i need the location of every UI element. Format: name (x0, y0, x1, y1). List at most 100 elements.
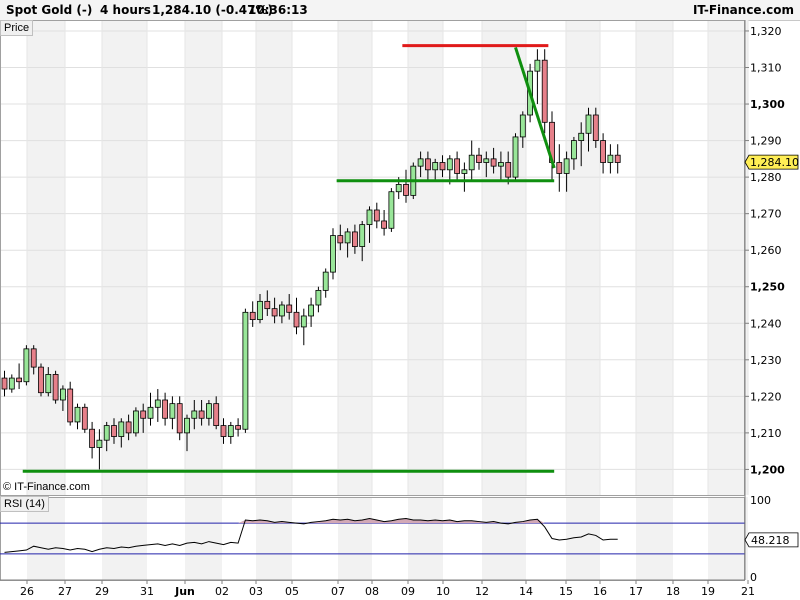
y-tick-label: 1,250 (750, 281, 785, 294)
candle-up (315, 289, 322, 306)
rsi-overbought-fill (4, 518, 618, 524)
candle-down (38, 366, 44, 394)
x-tick-label: 10 (436, 585, 450, 598)
y-tick-label: 1,320 (750, 25, 782, 38)
candle-up (432, 162, 439, 171)
rsi-tick-label: 100 (750, 494, 771, 507)
day-band (185, 497, 222, 580)
candle-down (373, 209, 380, 222)
day-band (27, 20, 65, 495)
candle-down (403, 184, 409, 196)
y-tick-label: 1,220 (750, 390, 782, 403)
candle-up (344, 231, 351, 244)
x-tick-label: 19 (701, 585, 715, 598)
y-tick-label: 1,300 (750, 98, 785, 111)
candle-down (213, 403, 220, 426)
header-bar: Spot Gold (-) 4 hours 1,284.10 (-0.47%) … (0, 0, 800, 21)
gridlines (0, 20, 749, 495)
quote-change: 1,284.10 (-0.47%) (152, 3, 273, 17)
candle-down (490, 158, 497, 167)
candle-up (519, 114, 526, 138)
candle-down (381, 220, 388, 229)
candle-down (286, 304, 293, 313)
candle-up (417, 158, 424, 167)
y-tick-label: 1,240 (750, 317, 782, 330)
rsi-plot (0, 517, 745, 555)
candle-up (154, 399, 161, 408)
candle-up (512, 136, 519, 178)
candle-down (600, 140, 606, 163)
candle-up (366, 209, 373, 226)
candle-up (585, 114, 592, 134)
trendlines (22, 44, 556, 473)
current-price-label: 1,284.10 (750, 156, 799, 169)
candle-up (257, 300, 263, 321)
x-tick-label: 15 (559, 585, 573, 598)
candle-up (395, 184, 402, 193)
candle-up (118, 421, 125, 437)
y-tick-label: 1,210 (750, 427, 782, 440)
clock: 10:36:13 (248, 3, 308, 17)
current-price-marker (744, 154, 799, 170)
candle-down (111, 425, 117, 437)
candle-up (322, 271, 329, 291)
candle-up (8, 377, 15, 390)
candle-up (227, 425, 234, 437)
y-tick-label: 1,290 (750, 135, 782, 148)
candle-down (220, 425, 227, 437)
x-tick-label: 29 (95, 585, 109, 598)
timeframe[interactable]: 4 hours (100, 3, 151, 17)
candle-up (45, 374, 52, 394)
chart-area[interactable]: 1,200 1,210 1,220 1,230 1,240 1,250 1,260 1,270… (0, 20, 800, 600)
candle-down (81, 406, 88, 430)
candle-down (614, 154, 621, 163)
candle-up (147, 406, 154, 419)
candle-up (308, 304, 315, 317)
candle-up (132, 410, 139, 434)
descending-trendline-line (514, 46, 556, 169)
candle-down (337, 235, 344, 244)
candle-up (23, 348, 30, 383)
candle-up (578, 132, 585, 141)
candle-up (330, 235, 336, 273)
candle-up (300, 315, 307, 328)
candle-down (52, 374, 59, 401)
candle-down (162, 399, 169, 419)
day-band (408, 20, 443, 495)
brand-name: IT-Finance.com (692, 3, 794, 17)
candle-up (278, 304, 285, 317)
x-tick-label: 05 (285, 585, 299, 598)
candle-down (140, 410, 147, 419)
y-tick-label: 1,230 (750, 354, 782, 367)
candle-down (67, 388, 74, 423)
candle-down (264, 300, 271, 310)
x-tick-label: 09 (401, 585, 415, 598)
rsi-line (4, 517, 618, 553)
candle-down (476, 154, 482, 163)
x-tick-label: 27 (58, 585, 72, 598)
candle-up (60, 388, 66, 401)
candle-up (205, 403, 212, 419)
candle-up (74, 406, 81, 423)
day-band (102, 497, 147, 580)
candle-up (103, 425, 110, 441)
x-tick-label: 31 (140, 585, 154, 598)
day-band (636, 497, 673, 580)
candle-up (563, 158, 570, 174)
day-band (102, 20, 147, 495)
candle-up (607, 154, 614, 163)
x-tick-label: 07 (331, 585, 345, 598)
candle-up (571, 140, 577, 160)
day-band (408, 497, 443, 580)
candle-up (359, 224, 366, 247)
instrument-name: Spot Gold (-) (6, 3, 93, 17)
x-tick-label: Jun (174, 585, 195, 598)
candle-up (461, 169, 468, 174)
x-tick-label: 12 (475, 585, 489, 598)
candle-up (184, 417, 190, 434)
y-tick-label: 1,200 (750, 463, 785, 476)
candle-down (235, 425, 242, 430)
candle-down (556, 162, 563, 174)
y-tick-label: 1,310 (750, 62, 782, 75)
candle-up (169, 403, 176, 419)
